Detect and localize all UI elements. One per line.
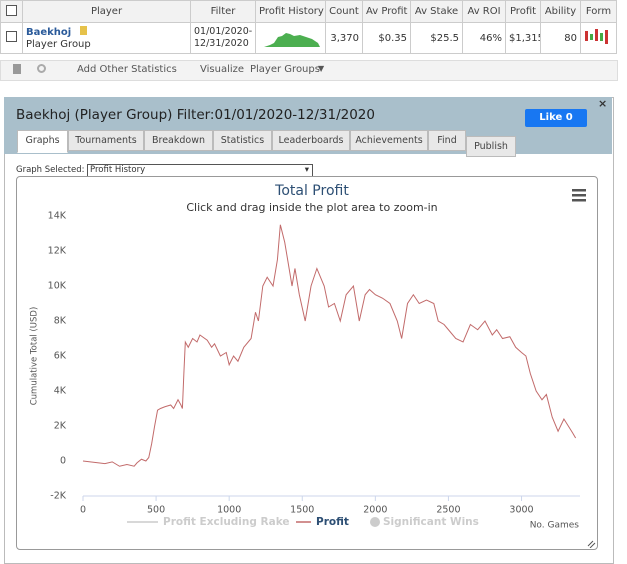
group: Player Group xyxy=(26,38,91,50)
header[interactable]: Ability xyxy=(540,0,581,23)
tab[interactable]: Publish xyxy=(466,136,516,157)
y-tick-label: 4K xyxy=(54,386,67,397)
y-tick-label: 8K xyxy=(54,316,67,327)
legend-symbol xyxy=(370,517,380,527)
x-axis-label: No. Games xyxy=(530,521,580,531)
legend-label[interactable]: Profit xyxy=(316,516,349,528)
x-tick-label: 1000 xyxy=(217,505,241,516)
line xyxy=(82,224,577,467)
stats-table: Player Filter Profit History Count Av Pr… xyxy=(0,0,617,54)
y-tick-label: 10K xyxy=(48,281,67,292)
toolbar: Add Other Statistics Visualize Player Gr… xyxy=(0,60,618,81)
y-tick-label: 2K xyxy=(54,421,67,432)
cell: 46% xyxy=(462,22,506,54)
x-tick-label: 3000 xyxy=(509,505,533,516)
panel xyxy=(4,97,614,564)
dropdown-arrow[interactable]: ▼ xyxy=(318,64,325,73)
x-tick-label: 2500 xyxy=(436,505,460,516)
like-count: 0 xyxy=(565,112,573,123)
header[interactable]: Av Stake xyxy=(410,0,463,23)
checkbox[interactable] xyxy=(6,4,17,16)
cell: $0.35 xyxy=(362,22,411,54)
x-tick-label: 500 xyxy=(147,505,165,516)
like-button[interactable]: Like 0 xyxy=(525,109,587,127)
cell: $25.5 xyxy=(410,22,463,54)
x-tick-label: 0 xyxy=(80,505,86,516)
header[interactable]: Player xyxy=(22,0,191,23)
legend-label[interactable]: Profit Excluding Rake xyxy=(163,516,290,528)
tab[interactable]: Tournaments xyxy=(68,130,144,151)
delete-icon[interactable] xyxy=(13,64,21,74)
form-bars xyxy=(585,29,608,44)
header[interactable]: Av Profit xyxy=(362,0,411,23)
tab[interactable]: Graphs xyxy=(17,130,68,153)
y-tick-label: 12K xyxy=(48,246,67,257)
checkbox[interactable] xyxy=(6,31,17,42)
x-tick-label: 1500 xyxy=(290,505,314,516)
toolbar-button[interactable]: Visualize xyxy=(200,64,245,75)
header[interactable]: Profit History xyxy=(255,0,326,23)
refresh-icon[interactable] xyxy=(37,64,46,73)
y-axis-label: Cumulative Total (USD) xyxy=(30,307,40,406)
tab[interactable]: Achievements xyxy=(350,130,428,151)
player-link[interactable]: Baekhoj xyxy=(26,26,72,38)
chart-subtitle: Click and drag inside the plot area to z… xyxy=(186,201,437,214)
tab[interactable]: Breakdown xyxy=(144,130,213,151)
resize-handle xyxy=(587,540,596,548)
header[interactable]: Count xyxy=(325,0,363,23)
y-tick-label: 6K xyxy=(54,351,67,362)
x-tick-label: 2000 xyxy=(363,505,387,516)
tab[interactable]: Find xyxy=(428,130,466,151)
filter: 01/01/2020- xyxy=(194,26,253,37)
cell: $1,315 xyxy=(505,22,541,54)
icon xyxy=(80,25,88,35)
tab[interactable]: Leaderboards xyxy=(272,130,350,151)
filter: 12/31/2020 xyxy=(194,38,249,49)
chart-title: Total Profit xyxy=(274,183,349,199)
header[interactable]: Profit xyxy=(505,0,541,23)
cell: 80 xyxy=(540,22,581,54)
y-tick-label: -2K xyxy=(50,491,66,502)
select-arrow: ▾ xyxy=(304,165,309,175)
chart: Total Profit Click and drag inside the p… xyxy=(30,183,596,548)
menu-icon[interactable] xyxy=(572,189,586,202)
header[interactable]: Av ROI xyxy=(462,0,506,23)
close-button[interactable]: × xyxy=(598,97,608,110)
chart-frame xyxy=(16,176,598,550)
like-label: Like xyxy=(539,112,563,123)
toolbar-button[interactable]: Player Groups xyxy=(250,64,320,75)
y-tick-label: 0 xyxy=(60,456,66,467)
y-tick-label: 14K xyxy=(48,211,67,222)
graph-label: Graph Selected: xyxy=(16,165,85,175)
graph-option: Profit History xyxy=(90,165,146,175)
panel-title: Baekhoj (Player Group) Filter:01/01/2020… xyxy=(16,107,375,123)
header[interactable]: Filter xyxy=(190,0,256,23)
legend-label[interactable]: Significant Wins xyxy=(383,516,479,528)
tab[interactable]: Statistics xyxy=(213,130,272,151)
header[interactable]: Form xyxy=(580,0,617,23)
sparkline xyxy=(264,33,320,47)
toolbar-button[interactable]: Add Other Statistics xyxy=(77,64,177,75)
cell: 3,370 xyxy=(325,22,363,54)
